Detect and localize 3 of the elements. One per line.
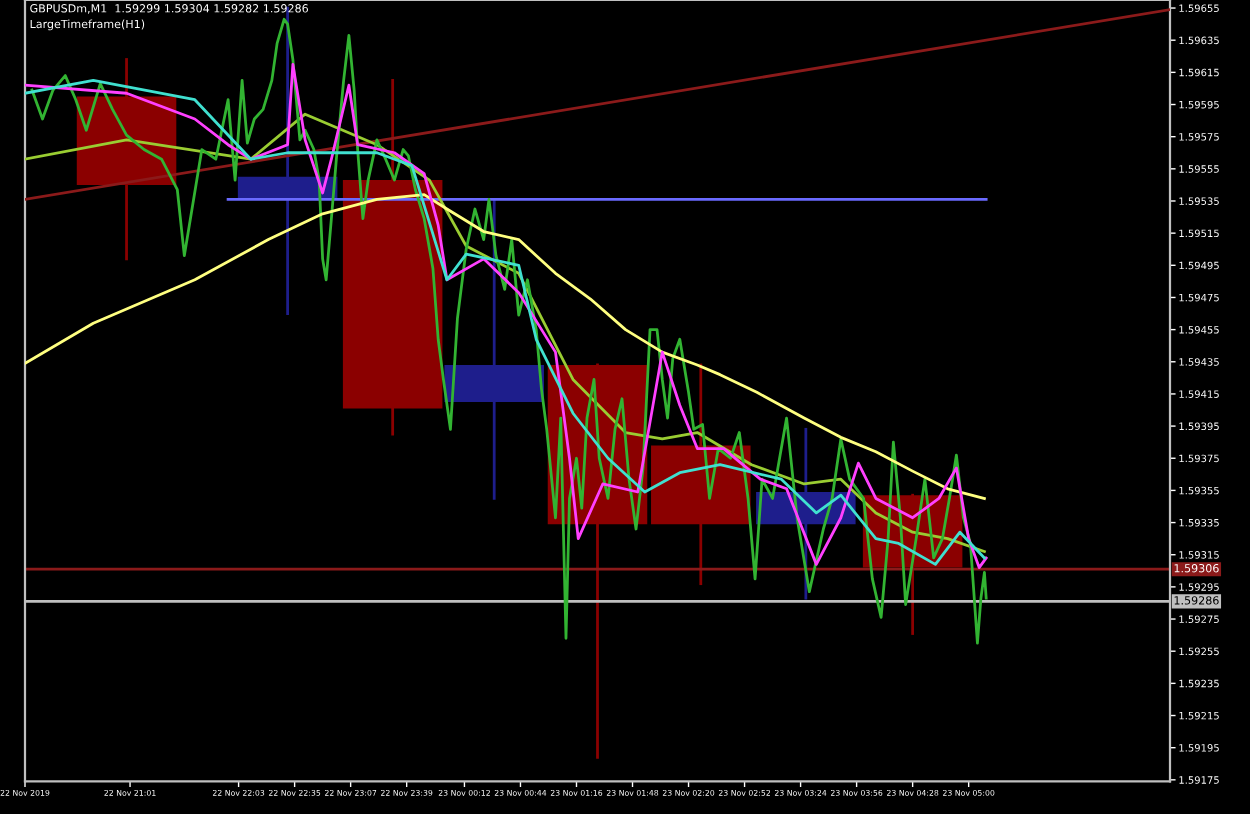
line-series (25, 193, 986, 500)
candlestick (444, 197, 544, 500)
line-series (30, 17, 988, 645)
